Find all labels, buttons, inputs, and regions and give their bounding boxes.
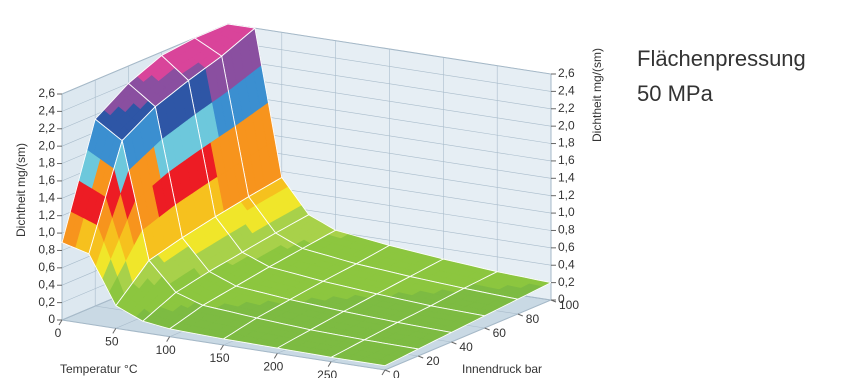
chart-title: Flächenpressung xyxy=(637,46,806,71)
z-tick-label: 0,4 xyxy=(558,257,575,271)
z-tick-label: 0,8 xyxy=(558,223,575,237)
z-tick-label: 1,8 xyxy=(38,156,55,170)
x-tick-label: 150 xyxy=(209,351,229,365)
z-tick-label: 2,2 xyxy=(38,121,55,135)
x-tick xyxy=(58,319,63,326)
y-tick xyxy=(517,313,523,317)
z-axis-label: Dichtheit mg/(sm) xyxy=(590,48,604,142)
z-tick-label: 1,2 xyxy=(558,188,575,202)
surface xyxy=(61,23,553,367)
x-tick xyxy=(273,353,278,359)
surface-grid xyxy=(329,339,420,367)
x-tick xyxy=(166,336,171,342)
x-tick-label: 100 xyxy=(156,343,176,357)
z-tick-label: 0,4 xyxy=(38,277,55,291)
z-tick-label: 0,2 xyxy=(38,295,55,309)
y-tick-label: 40 xyxy=(459,340,473,354)
z-tick-label: 2,6 xyxy=(558,66,575,80)
x-tick xyxy=(220,344,224,351)
y-tick-label: 100 xyxy=(559,298,579,312)
z-tick-label: 2,2 xyxy=(558,101,575,115)
y-tick xyxy=(418,355,424,359)
x-tick xyxy=(327,361,332,367)
x-tick-label: 50 xyxy=(105,335,119,349)
z-tick-label: 1,0 xyxy=(38,225,55,239)
z-tick-label: 1,4 xyxy=(558,170,575,184)
z-tick-label: 1,6 xyxy=(38,173,55,187)
y-tick-label: 80 xyxy=(526,312,540,326)
y-axis-label: Innendruck bar xyxy=(462,362,542,376)
z-tick-label: 0 xyxy=(48,312,55,326)
z-tick-label: 0 xyxy=(558,292,565,306)
z-tick-label: 0,2 xyxy=(558,275,575,289)
z-tick-label: 0,8 xyxy=(38,243,55,257)
y-tick-label: 0 xyxy=(393,368,400,378)
z-tick-label: 1,6 xyxy=(558,153,575,167)
z-tick-label: 2,0 xyxy=(38,138,55,152)
labels: 000,20,20,40,40,60,60,80,81,01,01,21,21,… xyxy=(38,66,579,383)
x-tick xyxy=(112,328,117,334)
z-axis-label: Dichtheit mg/(sm) xyxy=(14,143,28,237)
z-tick-label: 2,4 xyxy=(558,84,575,98)
z-tick-label: 1,8 xyxy=(558,136,575,150)
y-tick-label: 60 xyxy=(493,326,507,340)
x-tick-label: 0 xyxy=(55,326,62,340)
y-tick xyxy=(451,341,457,345)
x-axis-label: Temperatur °C xyxy=(60,362,138,376)
chart-title: 50 MPa xyxy=(637,81,714,106)
y-tick xyxy=(484,327,490,331)
z-tick-label: 0,6 xyxy=(558,240,575,254)
y-tick xyxy=(384,369,391,373)
x-tick-label: 200 xyxy=(263,360,283,374)
z-tick-label: 1,0 xyxy=(558,205,575,219)
x-tick-label: 250 xyxy=(317,368,337,378)
z-tick-label: 2,6 xyxy=(38,86,55,100)
y-tick xyxy=(550,299,557,303)
z-tick-label: 2,4 xyxy=(38,104,55,118)
z-tick-label: 2,0 xyxy=(558,118,575,132)
y-tick-label: 20 xyxy=(426,354,440,368)
x-tick xyxy=(381,369,386,376)
z-tick-label: 1,2 xyxy=(38,208,55,222)
z-tick-label: 1,4 xyxy=(38,190,55,204)
z-tick-label: 0,6 xyxy=(38,260,55,274)
